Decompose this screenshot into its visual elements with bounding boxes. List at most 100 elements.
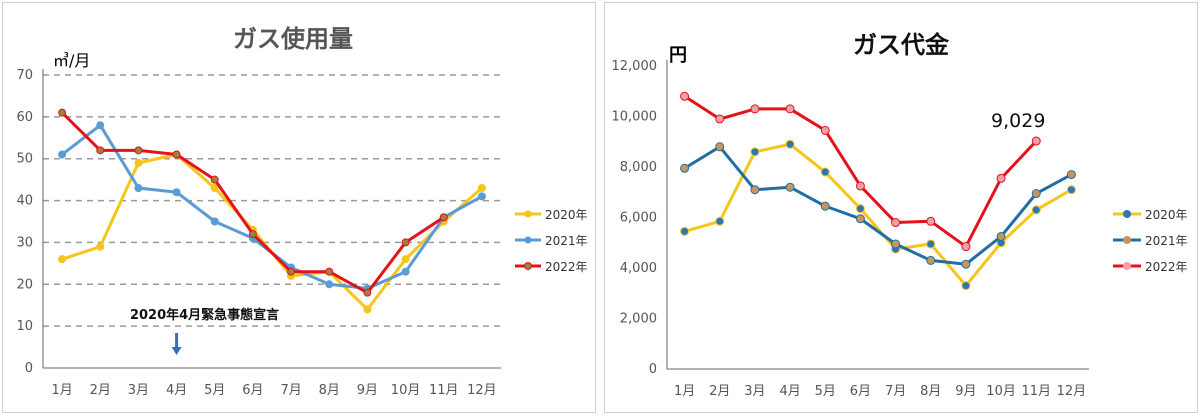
series-line: [684, 142, 1073, 288]
y-axis-unit: ㎥/月: [53, 51, 91, 70]
legend-item: 2022年: [1113, 253, 1188, 279]
y-tick-label: 10: [16, 319, 33, 334]
x-tick-label: 7月: [280, 383, 301, 398]
data-point: [820, 201, 830, 211]
x-tick-label: 10月: [391, 383, 421, 398]
data-point: [363, 288, 372, 297]
data-point: [325, 280, 334, 289]
data-point: [961, 259, 971, 269]
x-tick-label: 7月: [885, 384, 906, 399]
data-point: [96, 146, 105, 155]
data-point: [750, 104, 760, 114]
data-point: [210, 184, 219, 193]
data-point: [325, 267, 334, 276]
data-point: [680, 163, 690, 173]
data-point: [961, 242, 971, 252]
y-tick-label: 12,000: [612, 59, 658, 74]
data-point: [891, 218, 901, 228]
legend-item: 2021年: [1113, 227, 1188, 253]
legend-label: 2021年: [545, 233, 588, 248]
data-point: [926, 255, 936, 265]
data-point: [363, 305, 372, 314]
y-tick-label: 4,000: [620, 261, 657, 276]
data-point: [58, 150, 67, 159]
legend-item: 2021年: [515, 227, 588, 253]
x-tick-label: 8月: [920, 384, 941, 399]
data-point: [1031, 136, 1041, 146]
data-point: [785, 182, 795, 192]
data-point: [401, 267, 410, 276]
y-tick-label: 50: [16, 152, 33, 167]
x-tick-label: 12月: [1057, 384, 1087, 399]
legend: 2020年 2021年 2022年: [515, 201, 588, 279]
data-point: [287, 267, 296, 276]
data-point: [996, 231, 1006, 241]
data-point: [891, 239, 901, 249]
data-point: [680, 91, 690, 101]
x-tick-label: 4月: [166, 383, 187, 398]
legend-item: 2022年: [515, 253, 588, 279]
y-tick-label: 20: [16, 277, 33, 292]
annotation-arrowhead: [171, 347, 182, 355]
data-point: [172, 150, 181, 159]
y-tick-label: 8,000: [620, 160, 657, 175]
data-point: [58, 255, 67, 264]
data-point: [439, 213, 448, 222]
x-tick-label: 12月: [467, 383, 497, 398]
y-tick-label: 30: [16, 235, 33, 250]
data-point: [855, 214, 865, 224]
x-tick-label: 8月: [319, 383, 340, 398]
x-tick-label: 3月: [128, 383, 149, 398]
data-point: [58, 108, 67, 117]
data-point: [96, 121, 105, 130]
x-tick-label: 9月: [357, 383, 378, 398]
y-tick-label: 2,000: [620, 312, 657, 327]
chart-title: ガス代金: [853, 31, 949, 59]
data-point: [1031, 205, 1041, 215]
legend-label: 2022年: [545, 259, 588, 274]
x-tick-label: 5月: [204, 383, 225, 398]
data-point: [820, 125, 830, 135]
data-point: [750, 147, 760, 157]
legend: 2020年 2021年 2022年: [1113, 201, 1188, 279]
data-point: [1066, 185, 1076, 195]
data-point: [715, 114, 725, 124]
data-point: [96, 242, 105, 251]
data-point: [926, 216, 936, 226]
series-line: [683, 145, 1073, 266]
data-point: [210, 175, 219, 184]
x-tick-label: 10月: [986, 384, 1016, 399]
gas-usage-plot: 0 10 20 30 40 50 60 70 1月 2月 3月 4月 5月 6月 7月 8月 9月 10月 11月 1…: [16, 68, 501, 398]
y-tick-label: 0: [25, 361, 33, 376]
data-point: [477, 192, 486, 201]
data-point: [134, 146, 143, 155]
x-tick-label: 1月: [674, 384, 695, 399]
x-tick-label: 11月: [429, 383, 459, 398]
data-point: [961, 281, 971, 291]
x-tick-label: 11月: [1021, 384, 1051, 399]
data-point: [248, 230, 257, 239]
x-tick-label: 5月: [815, 384, 836, 399]
data-point: [1031, 189, 1041, 199]
y-axis-unit: 円: [669, 45, 687, 66]
legend-label: 2020年: [545, 207, 588, 222]
x-tick-label: 9月: [955, 384, 976, 399]
y-tick-label: 70: [16, 68, 33, 83]
data-point: [477, 184, 486, 193]
y-tick-label: 6,000: [620, 211, 657, 226]
x-tick-label: 3月: [744, 384, 765, 399]
gas-cost-plot: 0 2,000 4,000 6,000 8,000 10,000 12,000 1月 2月 3月 4…: [612, 59, 1089, 399]
legend-item: 2020年: [1113, 201, 1188, 227]
data-point: [715, 216, 725, 226]
data-point: [926, 239, 936, 249]
data-point: [134, 184, 143, 193]
y-tick-label: 40: [16, 194, 33, 209]
x-tick-label: 2月: [709, 384, 730, 399]
data-point: [210, 217, 219, 226]
x-tick-label: 6月: [850, 384, 871, 399]
x-tick-label: 4月: [779, 384, 800, 399]
x-tick-label: 2月: [90, 383, 111, 398]
data-point: [785, 104, 795, 114]
data-point: [750, 185, 760, 195]
data-point: [855, 181, 865, 191]
